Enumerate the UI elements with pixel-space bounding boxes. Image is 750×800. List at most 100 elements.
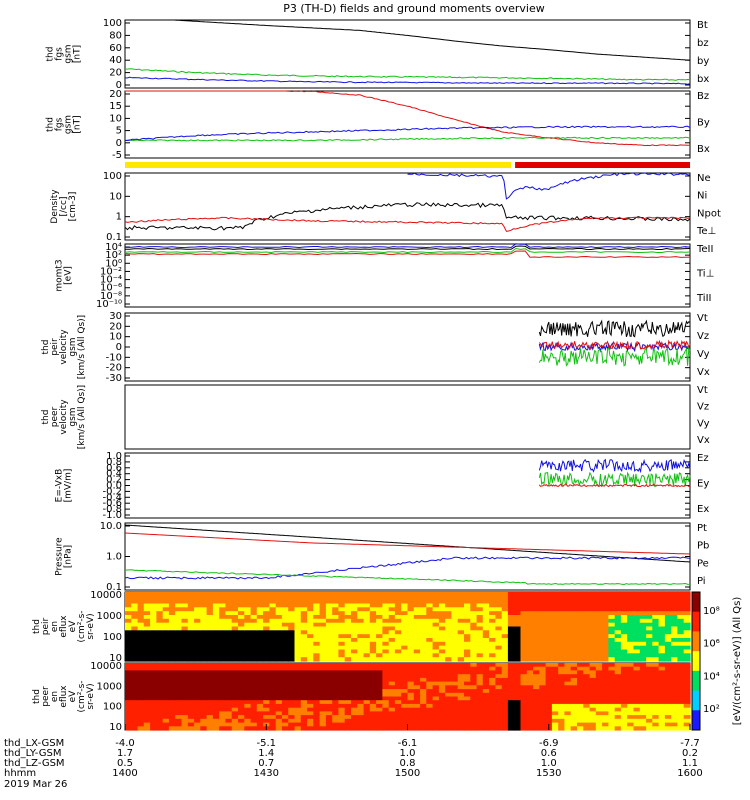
spectrogram-cell-ispec xyxy=(351,649,358,654)
spectrogram-cell-ispec xyxy=(614,603,622,608)
spectrogram-cell-ispec xyxy=(131,618,139,624)
spectrogram-cell-ispec xyxy=(150,649,157,654)
spectrogram-cell-espec xyxy=(325,696,333,701)
spectrogram-cell-espec xyxy=(551,674,559,679)
spectrogram-cell-espec xyxy=(250,689,258,694)
spectrogram-cell-ispec xyxy=(482,638,490,643)
spectrogram-cell-ispec xyxy=(256,607,264,612)
x-tick-label: 0.8 xyxy=(400,758,416,769)
spectrogram-cell-espec xyxy=(281,707,289,712)
spectrogram-cell-ispec xyxy=(307,638,314,643)
spectrogram-cell-ispec xyxy=(156,615,164,620)
spectrogram-cell-ispec xyxy=(476,603,484,608)
spectrogram-cell-ispec xyxy=(194,615,201,620)
spectrogram-cell-ispec xyxy=(238,618,245,624)
spectrogram-cell-ispec xyxy=(238,603,245,608)
spectrogram-cell-espec xyxy=(250,711,258,716)
spectrogram-cell-espec xyxy=(470,703,478,709)
spectrogram-cell-ispec xyxy=(457,657,465,662)
spectrogram-cell-ispec xyxy=(457,622,465,628)
spectrogram-cell-espec xyxy=(558,674,566,679)
spectrogram-cell-espec xyxy=(671,674,679,679)
spectrogram-cell-ispec xyxy=(225,595,233,601)
spectrogram-cell-espec xyxy=(401,681,409,686)
spectrogram-cell-espec xyxy=(401,718,409,724)
spectrogram-cell-ispec xyxy=(382,653,390,658)
spectrogram-cell-ispec xyxy=(319,641,327,647)
spectrogram-cell-espec xyxy=(294,718,302,724)
x-tick-label: -7.7 xyxy=(680,738,700,749)
y-tick-label: 30 xyxy=(109,311,122,322)
spectrogram-cell-espec xyxy=(156,718,164,724)
spectrogram-cell-ispec xyxy=(212,634,220,639)
spectrogram-cell-ispec xyxy=(533,634,540,639)
spectrogram-cell-ispec xyxy=(238,592,245,597)
spectrogram-cell-ispec xyxy=(482,599,490,605)
spectrogram-cell-espec xyxy=(275,666,283,671)
spectrogram-cell-espec xyxy=(495,670,503,675)
spectrogram-cell-espec xyxy=(495,715,503,720)
x-tick-label: -5.1 xyxy=(256,738,276,749)
spectrogram-cell-espec xyxy=(620,696,628,701)
series-line-fgs2-Bx xyxy=(125,125,691,141)
spectrogram-cell-espec xyxy=(194,663,201,668)
spectrogram-cell-ispec xyxy=(256,626,264,631)
spectrogram-cell-ispec xyxy=(137,592,145,597)
spectrogram-cell-ispec xyxy=(470,634,478,639)
legend-entry-Pe: Pe xyxy=(697,558,709,569)
spectrogram-cell-espec xyxy=(162,685,170,690)
spectrogram-cell-ispec xyxy=(212,618,220,624)
spectrogram-cell-ispec xyxy=(231,595,239,601)
spectrogram-cell-espec xyxy=(150,666,157,671)
spectrogram-cell-espec xyxy=(225,685,233,690)
spectrogram-cell-espec xyxy=(426,703,434,709)
spectrogram-cell-espec xyxy=(620,726,628,731)
spectrogram-cell-ispec xyxy=(620,592,628,597)
spectrogram-cell-espec xyxy=(577,700,584,705)
spectrogram-cell-espec xyxy=(319,707,327,712)
spectrogram-cell-ispec xyxy=(432,592,440,597)
spectrogram-cell-espec xyxy=(200,700,208,705)
spectrogram-cell-ispec xyxy=(168,641,176,647)
y-tick-label: -0.4 xyxy=(102,492,122,503)
spectrogram-cell-espec xyxy=(633,689,641,694)
spectrogram-cell-espec xyxy=(470,674,478,679)
spectrogram-cell-ispec xyxy=(231,630,239,635)
spectrogram-cell-espec xyxy=(551,696,559,701)
spectrogram-cell-ispec xyxy=(256,611,264,616)
spectrogram-cell-ispec xyxy=(420,611,427,616)
spectrogram-cell-espec xyxy=(143,696,151,701)
coverage-bar-red xyxy=(515,162,690,168)
spectrogram-cell-espec xyxy=(495,677,503,683)
spectrogram-cell-ispec xyxy=(577,603,584,608)
spectrogram-cell-espec xyxy=(577,666,584,671)
spectrogram-cell-espec xyxy=(219,707,227,712)
spectrogram-cell-ispec xyxy=(677,645,685,651)
spectrogram-cell-espec xyxy=(445,666,453,671)
spectrogram-cell-ispec xyxy=(244,592,252,597)
spectrogram-cell-ispec xyxy=(545,622,553,628)
spectrogram-cell-espec xyxy=(445,703,453,709)
spectrogram-cell-ispec xyxy=(627,603,635,608)
spectrogram-cell-ispec xyxy=(526,634,534,639)
spectrogram-cell-ispec xyxy=(646,657,653,662)
spectrogram-cell-ispec xyxy=(363,592,371,597)
spectrogram-cell-espec xyxy=(420,711,427,716)
spectrogram-cell-espec xyxy=(313,696,321,701)
spectrogram-cell-ispec xyxy=(125,622,132,628)
spectrogram-cell-ispec xyxy=(489,657,496,662)
spectrogram-cell-ispec xyxy=(244,638,252,643)
y-axis-label: eV xyxy=(68,690,78,703)
spectrogram-cell-ispec xyxy=(150,607,157,612)
spectrogram-cell-espec xyxy=(482,715,490,720)
spectrogram-cell-espec xyxy=(344,689,352,694)
spectrogram-cell-espec xyxy=(551,711,559,716)
spectrogram-cell-espec xyxy=(369,722,377,727)
spectrogram-cell-espec xyxy=(150,696,157,701)
spectrogram-cell-espec xyxy=(633,711,641,716)
spectrogram-cell-espec xyxy=(357,663,365,668)
spectrogram-cell-ispec xyxy=(639,638,647,643)
spectrogram-cell-espec xyxy=(614,715,622,720)
spectrogram-cell-espec xyxy=(658,726,666,731)
spectrogram-cell-ispec xyxy=(401,599,409,605)
